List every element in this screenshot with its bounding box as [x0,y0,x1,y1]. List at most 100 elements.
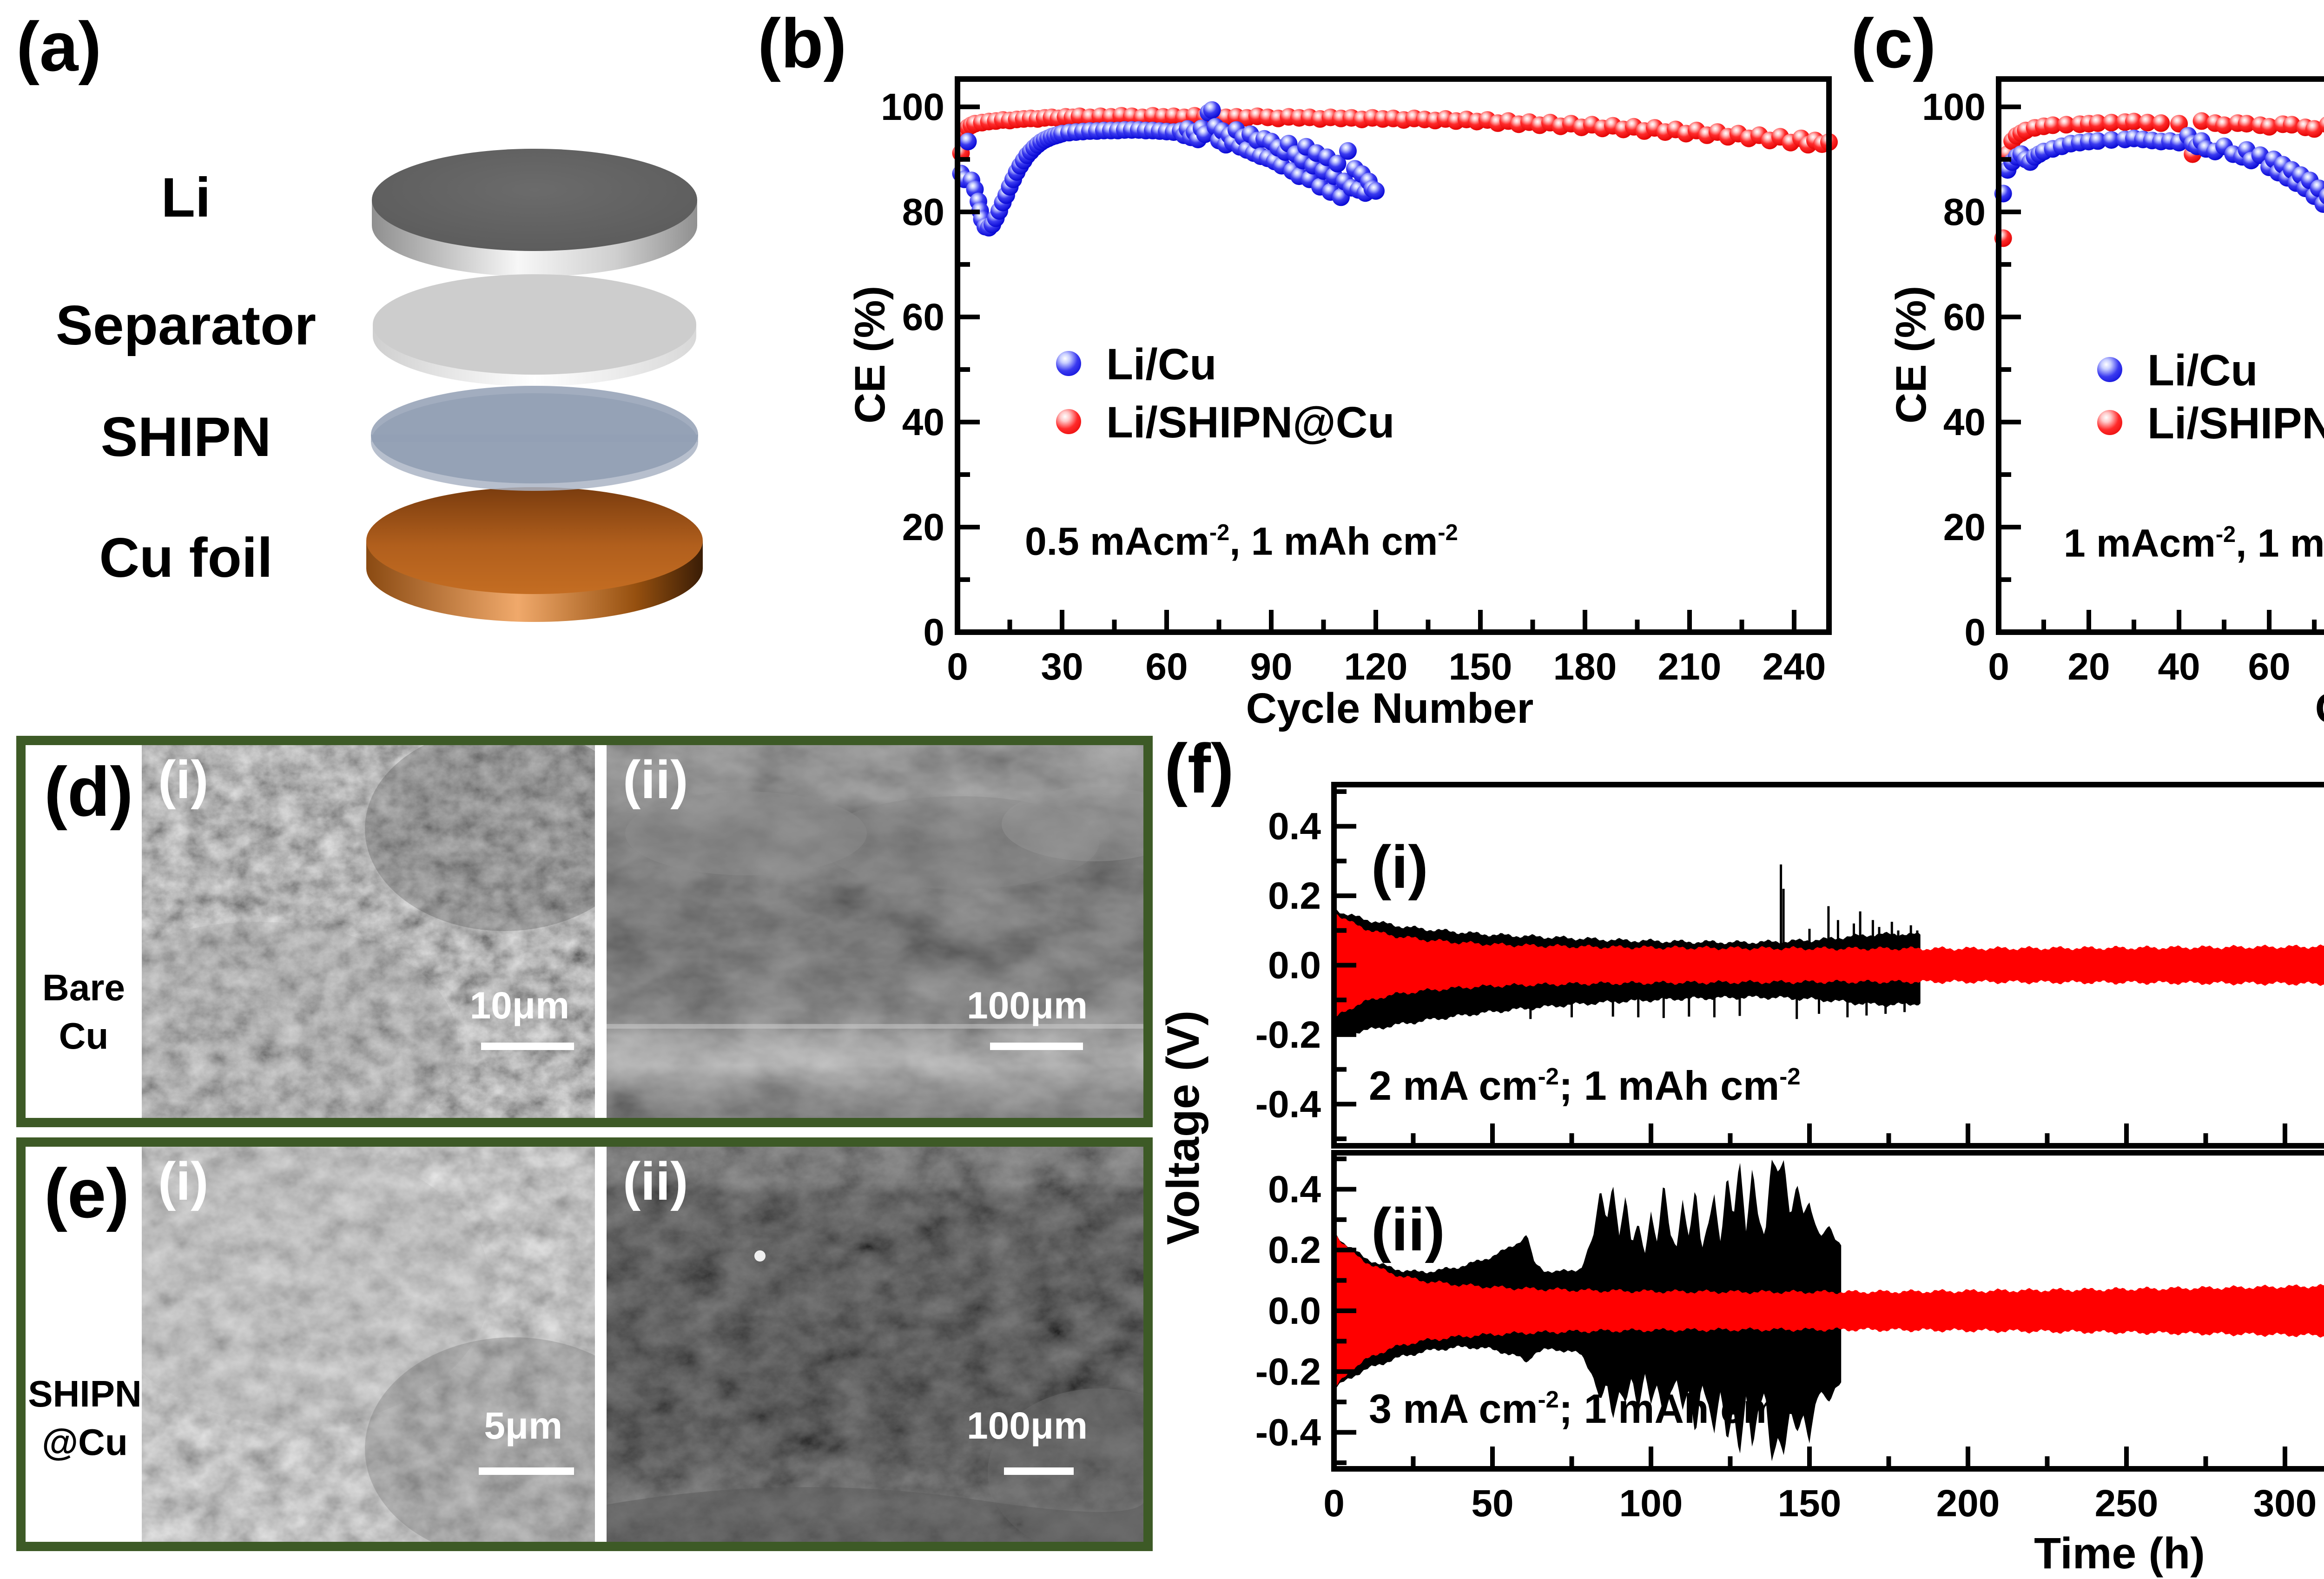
panel-b-ann-s2: -2 [1438,520,1458,545]
layer-label-li: Li [161,166,211,229]
sem-e-i-texture [142,1147,595,1542]
svg-text:0.2: 0.2 [1268,875,1321,917]
sem-d-ii-scale-text: 100μm [967,984,1088,1027]
svg-text:0: 0 [1323,1482,1345,1525]
svg-text:200: 200 [1936,1482,2000,1525]
svg-text:100: 100 [1619,1482,1683,1525]
svg-text:0: 0 [1964,611,1986,654]
panel-d-side-line1: Bare [42,967,125,1008]
panel-b-ann-p1: 0.5 mAcm [1025,519,1209,563]
layer-label-cu-foil: Cu foil [99,527,273,589]
sem-e-i-scale-bar [479,1467,574,1475]
svg-text:20: 20 [902,506,944,548]
sem-d-i-texture [142,745,595,1118]
legend-label-licu-b: Li/Cu [1106,340,1217,389]
sem-d-ii-scale-bar [990,1043,1083,1050]
svg-text:50: 50 [1471,1482,1513,1525]
panel-c-ann-p1: 1 mAcm [2064,521,2216,565]
panel-e-side-line1: SHIPN [28,1373,142,1414]
layer-label-shipn: SHIPN [100,406,271,468]
sem-e-ii: (ii) 100μm [607,1147,1143,1542]
svg-text:60: 60 [2248,646,2291,688]
svg-text:40: 40 [902,401,944,443]
panel-e: (e) SHIPN @Cu (i) 5μm [16,1137,1153,1551]
panel-f-xlabel: Time (h) [2034,1529,2205,1578]
sem-d-i: (i) 10μm [142,745,595,1118]
svg-text:20: 20 [2067,646,2110,688]
panel-f-ii-tag: (ii) [1371,1196,1445,1263]
f-i-ann-s1: -2 [1538,1063,1559,1090]
svg-text:80: 80 [1943,191,1986,233]
sem-e-ii-texture [607,1147,1143,1542]
sem-e-i-scale-text: 5μm [484,1405,562,1447]
f-i-ann-p1: 2 mA cm [1369,1063,1538,1109]
chart-c: 020406080100120140160180200020406080100 [1922,76,2324,688]
panel-e-label: (e) [44,1154,130,1232]
sem-e-ii-tag: (ii) [623,1152,688,1211]
sem-d-i-scale-bar [481,1043,574,1050]
panel-c-ann-p2: , 1 mAh cm [2236,521,2324,565]
legend-marker-lishipncu-b [1056,409,1081,434]
svg-text:120: 120 [1344,646,1408,688]
f-ii-ann-s1: -2 [1538,1386,1559,1413]
svg-text:0: 0 [947,646,968,688]
sem-d-ii: (ii) 100μm [607,745,1143,1118]
panel-f-i-annotation: 2 mA cm-2; 1 mAh cm-2 [1369,1064,1801,1106]
svg-text:0: 0 [923,611,944,654]
svg-text:100: 100 [1922,86,1986,128]
svg-text:0.0: 0.0 [1268,945,1321,987]
sem-d-i-tag: (i) [158,750,209,810]
svg-text:-0.4: -0.4 [1255,1083,1321,1125]
panel-c-annotation: 1 mAcm-2, 1 mAh cm-2 [2064,523,2324,563]
panel-f-ii-annotation: 3 mA cm-2; 1 mAh cm-2 [1369,1387,1801,1429]
f-ii-ann-p1: 3 mA cm [1369,1386,1538,1432]
panel-b-label: (b) [758,4,847,82]
svg-text:210: 210 [1658,646,1722,688]
panel-c-ylabel: CE (%) [1888,285,1935,424]
svg-text:20: 20 [1943,506,1986,548]
panel-a-label: (a) [16,7,102,86]
panel-d-side-line2: Cu [59,1015,109,1057]
panel-f-label: (f) [1164,729,1234,807]
f-ii-ann-p2: ; 1 mAh cm [1558,1386,1780,1432]
panel-a: (a) [0,0,748,730]
svg-text:60: 60 [1943,296,1986,338]
svg-text:300: 300 [2253,1482,2317,1525]
f-i-ann-p2: ; 1 mAh cm [1558,1063,1780,1109]
sem-e-ii-scale-bar [1004,1467,1074,1475]
svg-text:90: 90 [1250,646,1292,688]
panel-d: (d) Bare Cu (i) 10μm [16,736,1153,1127]
f-i-ann-s2: -2 [1779,1063,1801,1090]
legend-marker-lishipncu-c [2097,410,2122,435]
sem-e-i-tag: (i) [158,1152,209,1211]
panel-b-annotation: 0.5 mAcm-2, 1 mAh cm-2 [1025,522,1458,561]
svg-text:60: 60 [1145,646,1188,688]
panel-e-side-line2: @Cu [42,1421,128,1463]
legend-marker-licu-b [1056,351,1081,376]
sem-d-ii-texture [607,745,1143,1118]
legend-label-lishipncu-b: Li/SHIPN@Cu [1106,398,1395,447]
f-ii-ann-s2: -2 [1779,1386,1801,1413]
svg-text:180: 180 [1553,646,1617,688]
svg-text:60: 60 [902,296,944,338]
panel-c-label: (c) [1851,4,1936,82]
svg-text:100: 100 [881,86,944,128]
panel-c-xlabel: Cycle Number [2273,687,2324,730]
svg-text:30: 30 [1041,646,1083,688]
svg-text:0.0: 0.0 [1268,1290,1321,1332]
panel-b-ann-s1: -2 [1209,520,1230,545]
svg-text:80: 80 [902,191,944,233]
svg-text:0.4: 0.4 [1268,806,1321,848]
legend-label-lishipncu-c: Li/SHIPN@Cu [2147,399,2324,448]
svg-text:40: 40 [1943,401,1986,443]
sem-d-ii-tag: (ii) [623,750,688,810]
legend-label-licu-c: Li/Cu [2147,346,2258,395]
panel-b-xlabel: Cycle Number [1246,685,1534,732]
sem-e-i: (i) 5μm [142,1147,595,1542]
svg-text:40: 40 [2158,646,2200,688]
panel-d-label: (d) [44,753,133,831]
svg-text:-0.2: -0.2 [1255,1351,1321,1393]
svg-text:0: 0 [1988,646,2009,688]
sem-d-i-scale-text: 10μm [469,984,569,1027]
